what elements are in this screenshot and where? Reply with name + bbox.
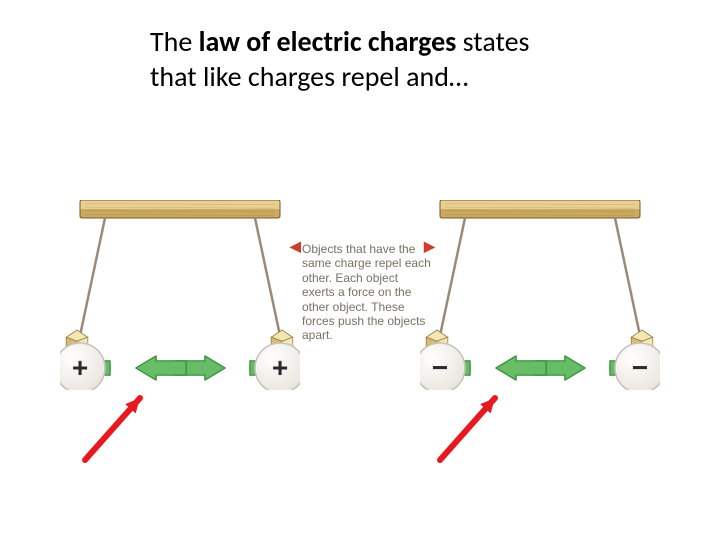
annotation-arrow-right-icon [425, 383, 510, 475]
annotation-arrow-left-icon [70, 383, 155, 475]
svg-text:−: − [432, 352, 448, 383]
page-title: The law of electric charges states that … [150, 24, 580, 94]
title-prefix: The [150, 24, 199, 59]
title-bold: law of electric charges [199, 24, 457, 59]
diagram-right: −− [420, 200, 660, 390]
diagram-left: ++ [60, 200, 300, 390]
caption-text: Objects that have the same charge repel … [302, 242, 432, 343]
svg-text:+: + [272, 352, 288, 383]
svg-text:+: + [72, 352, 88, 383]
svg-text:−: − [632, 352, 648, 383]
